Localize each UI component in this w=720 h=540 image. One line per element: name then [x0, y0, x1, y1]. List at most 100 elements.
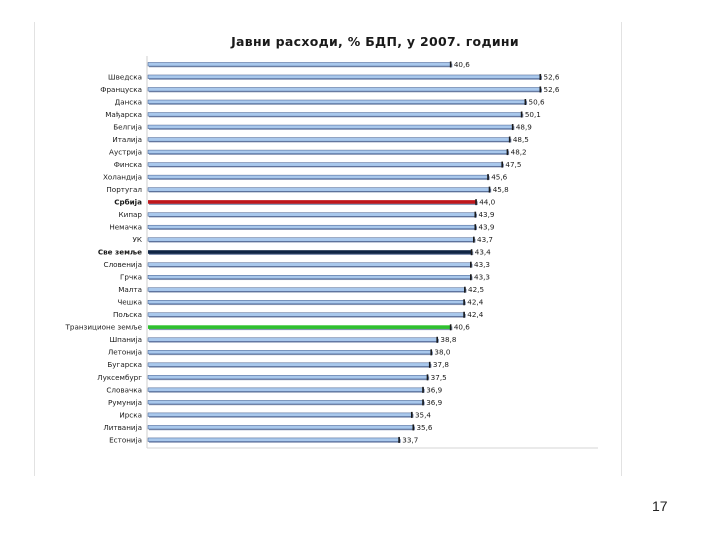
- bar-end-летонија: [430, 349, 433, 356]
- chart-title: Јавни расходи, % БДП, у 2007. години: [231, 34, 519, 49]
- value-label-холандија: 45,6: [491, 173, 507, 182]
- bar-све-земље: [148, 250, 473, 254]
- category-label-шведска: Шведска: [108, 72, 142, 81]
- bar-транзиционе-земље: [148, 325, 452, 329]
- bar-end-србија: [475, 199, 477, 206]
- bar-мађарска: [147, 112, 523, 117]
- value-label-грчка: 43,3: [474, 273, 490, 282]
- bar-естонија: [147, 437, 400, 442]
- category-label-ирска: Ирска: [119, 410, 142, 419]
- bar-end-ук: [473, 236, 475, 243]
- value-label-све-земље: 43,4: [475, 248, 491, 257]
- bar-end-данска: [524, 99, 527, 106]
- bar-end-транзиционе-земље: [449, 324, 452, 331]
- category-label-мађарска: Мађарска: [105, 110, 142, 119]
- value-label-шпанија: 38,8: [440, 335, 456, 344]
- bar-шпанија: [147, 337, 439, 342]
- bar-шведска: [147, 74, 542, 79]
- value-label-словенија: 43,3: [474, 260, 490, 269]
- bar-чешка: [147, 300, 465, 305]
- bar-end-словачка: [422, 386, 424, 393]
- category-label-србија: Србија: [114, 198, 142, 207]
- bar-end-све-земље: [470, 249, 473, 256]
- bar-end-финска: [501, 161, 503, 168]
- category-label-белгија: Белгија: [113, 122, 142, 131]
- bar-end-пољска: [463, 311, 465, 318]
- value-label-словачка: 36,9: [426, 385, 442, 394]
- category-label-летонија: Летонија: [108, 348, 142, 357]
- bar-end-португал: [488, 186, 491, 193]
- bar-end-холандија: [487, 174, 489, 181]
- value-label-италија: 48,5: [513, 135, 529, 144]
- category-label-словачка: Словачка: [106, 385, 142, 394]
- category-label-аустрија: Аустрија: [109, 147, 142, 156]
- category-label-португал: Португал: [106, 185, 142, 194]
- category-label-луксембург: Луксембург: [97, 373, 142, 382]
- value-label-пољска: 42,4: [467, 310, 483, 319]
- category-label-чешка: Чешка: [117, 298, 142, 307]
- bar-end-словенија: [470, 261, 472, 268]
- bar-end-француска: [539, 86, 542, 93]
- value-label-аустрија: 48,2: [511, 147, 527, 156]
- category-label-холандија: Холандија: [103, 173, 142, 182]
- bar-француска: [147, 87, 542, 92]
- category-label-кипар: Кипар: [119, 210, 143, 219]
- bar-литванија: [147, 425, 415, 430]
- bar-аустрија: [147, 149, 509, 154]
- value-label-немачка: 43,9: [478, 223, 494, 232]
- value-label-мађарска: 50,1: [525, 110, 541, 119]
- category-label-транзиционе-земље: Транзиционе земље: [65, 323, 143, 332]
- bar-end-ирска: [410, 411, 413, 418]
- value-label-данска: 50,6: [529, 97, 545, 106]
- bar-ирска: [147, 412, 413, 417]
- bar-кипар: [147, 212, 477, 217]
- bar-end-аустрија: [506, 149, 509, 156]
- bar-end-малта: [464, 286, 466, 293]
- category-label-литванија: Литванија: [103, 423, 142, 432]
- bar-италија: [147, 137, 511, 142]
- bar-end-румунија: [422, 399, 424, 406]
- category-label-све-земље: Све земље: [98, 248, 142, 257]
- bar-летонија: [147, 350, 433, 355]
- category-label-словенија: Словенија: [104, 260, 142, 269]
- value-label-ук: 43,7: [477, 235, 493, 244]
- category-label-шпанија: Шпанија: [109, 335, 142, 344]
- value-label-белгија: 48,9: [516, 122, 532, 131]
- value-label-чешка: 42,4: [467, 298, 483, 307]
- page-number: 17: [652, 498, 668, 514]
- bar-холандија: [147, 174, 489, 179]
- bar-end-кипар: [474, 211, 477, 218]
- category-label-данска: Данска: [115, 97, 142, 106]
- value-label-србија: 44,0: [479, 198, 495, 207]
- bar-луксембург: [147, 375, 429, 380]
- bar-unlabeled: [147, 62, 452, 67]
- category-label-грчка: Грчка: [120, 273, 142, 282]
- value-label-шведска: 52,6: [544, 72, 560, 81]
- bar-end-шведска: [539, 73, 542, 80]
- category-label-француска: Француска: [100, 85, 142, 94]
- bar-end-бугарска: [428, 361, 431, 368]
- bar-end-луксембург: [426, 374, 429, 381]
- value-label-летонија: 38,0: [434, 348, 450, 357]
- bar-немачка: [147, 224, 477, 229]
- bar-бугарска: [147, 362, 431, 367]
- value-label-естонија: 33,7: [402, 435, 418, 444]
- bar-end-литванија: [412, 424, 415, 431]
- bar-end-unlabeled: [449, 61, 452, 68]
- bar-грчка: [147, 275, 472, 280]
- bar-end-белгија: [511, 124, 514, 131]
- bar-португал: [147, 187, 491, 192]
- bar-србија: [148, 200, 477, 204]
- bar-пољска: [147, 312, 465, 317]
- value-label-кипар: 43,9: [478, 210, 494, 219]
- category-label-финска: Финска: [114, 160, 142, 169]
- bar-словачка: [147, 387, 424, 392]
- value-label-француска: 52,6: [544, 85, 560, 94]
- bar-end-чешка: [463, 299, 465, 306]
- value-label-португал: 45,8: [493, 185, 509, 194]
- value-label-бугарска: 37,8: [433, 360, 449, 369]
- value-label-малта: 42,5: [468, 285, 484, 294]
- bar-финска: [147, 162, 504, 167]
- value-label-ирска: 35,4: [415, 410, 431, 419]
